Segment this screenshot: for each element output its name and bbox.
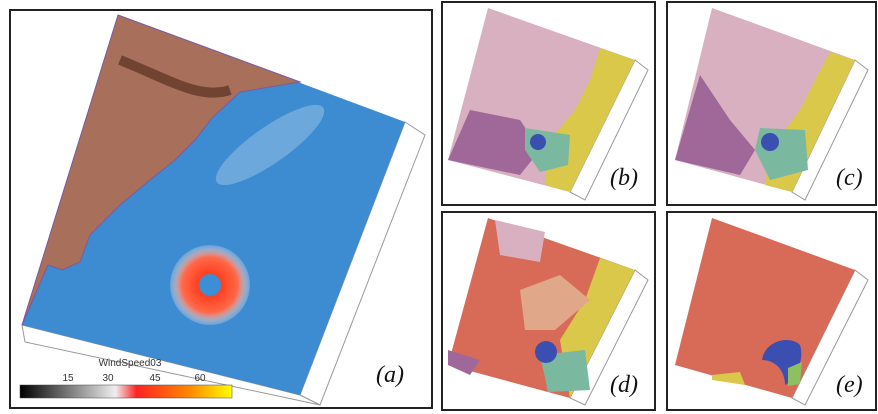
panel-b: (b) bbox=[442, 2, 655, 205]
region bbox=[530, 134, 546, 150]
region bbox=[535, 341, 557, 363]
panel-label: (e) bbox=[836, 372, 863, 398]
panel-d: (d) bbox=[442, 212, 655, 410]
panel-a: WindSpeed03 15 30 45 60 (a) bbox=[10, 10, 432, 408]
figure: WindSpeed03 15 30 45 60 (a) (b) (c) bbox=[0, 0, 878, 414]
panel-e: (e) bbox=[667, 212, 876, 410]
region bbox=[761, 133, 779, 151]
colorbar-tick: 45 bbox=[149, 373, 161, 384]
colorbar bbox=[20, 385, 232, 398]
panel-label: (d) bbox=[610, 372, 638, 398]
colorbar-tick: 60 bbox=[194, 373, 206, 384]
colorbar-tick: 15 bbox=[62, 373, 74, 384]
colorbar-title: WindSpeed03 bbox=[99, 358, 162, 369]
panel-label: (b) bbox=[610, 165, 638, 191]
panel-label: (a) bbox=[376, 362, 404, 388]
hurricane bbox=[170, 245, 250, 325]
panel-c: (c) bbox=[667, 2, 876, 205]
colorbar-tick: 30 bbox=[102, 373, 114, 384]
panel-label: (c) bbox=[836, 165, 863, 191]
